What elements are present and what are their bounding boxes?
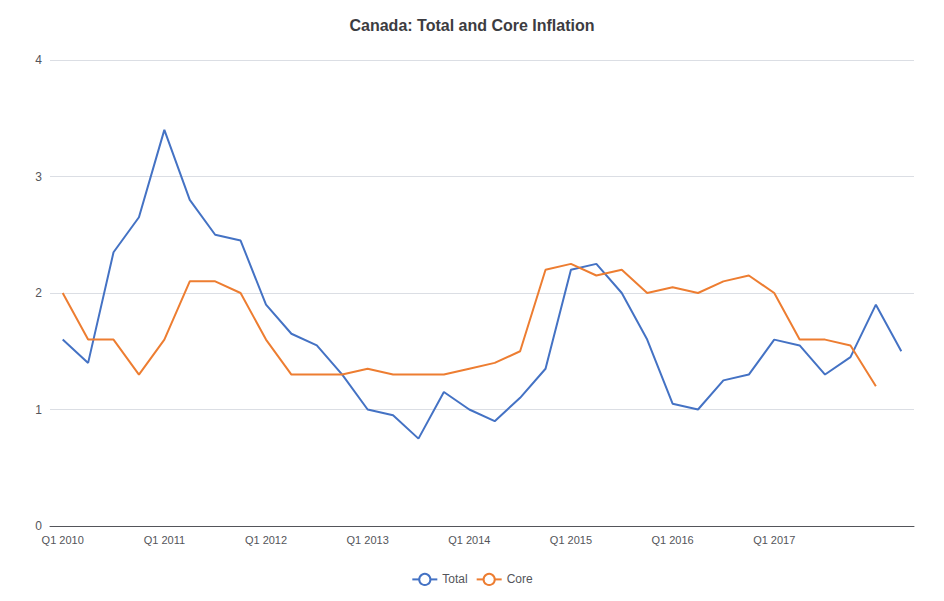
svg-text:Total: Total (442, 572, 467, 586)
svg-text:Q1 2016: Q1 2016 (651, 534, 693, 546)
svg-text:3: 3 (35, 170, 42, 184)
svg-text:2: 2 (35, 286, 42, 300)
svg-text:Canada: Total and Core Inflati: Canada: Total and Core Inflation (349, 17, 594, 34)
svg-text:Q1 2015: Q1 2015 (550, 534, 592, 546)
svg-text:Core: Core (507, 572, 533, 586)
svg-text:Q1 2011: Q1 2011 (144, 534, 185, 546)
svg-text:1: 1 (35, 403, 42, 417)
svg-text:Q1 2017: Q1 2017 (753, 534, 795, 546)
svg-text:Q1 2014: Q1 2014 (448, 534, 490, 546)
svg-text:4: 4 (35, 53, 42, 67)
svg-text:Q1 2013: Q1 2013 (347, 534, 389, 546)
svg-text:Q1 2010: Q1 2010 (42, 534, 84, 546)
svg-text:0: 0 (35, 519, 42, 533)
svg-text:Q1 2012: Q1 2012 (245, 534, 287, 546)
